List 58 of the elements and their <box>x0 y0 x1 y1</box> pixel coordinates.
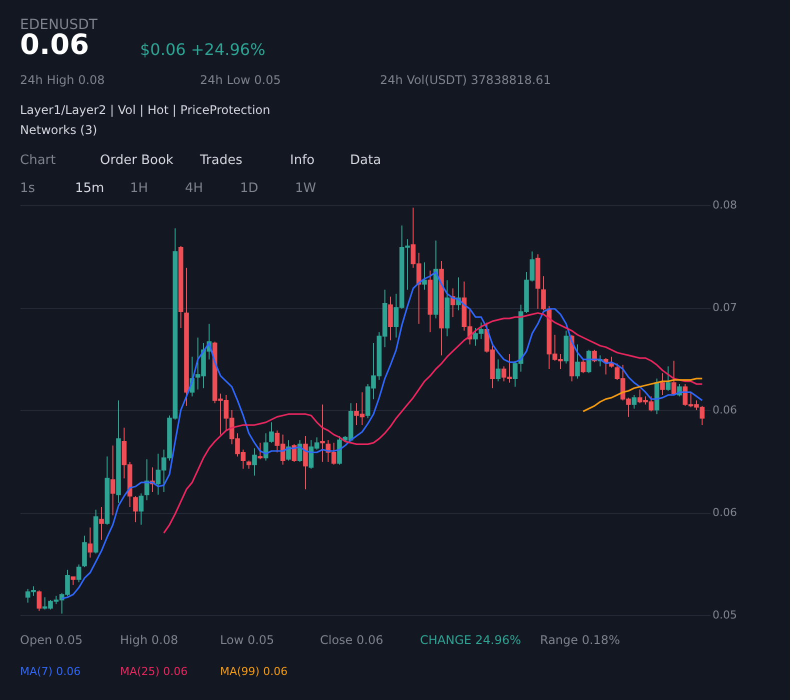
candlestick <box>337 435 342 466</box>
text: Info <box>290 153 315 168</box>
text: 1D <box>240 181 258 196</box>
text: Order Book <box>100 153 174 168</box>
candlestick <box>82 535 87 568</box>
text: 24h Vol(USDT) 37838818.61 <box>380 73 551 87</box>
text: 24h Low 0.05 <box>200 73 281 87</box>
text: Trades <box>199 153 243 168</box>
candlestick <box>632 394 637 410</box>
candlestick <box>88 527 93 558</box>
text: MA(25) 0.06 <box>120 665 188 678</box>
candlestick <box>609 356 614 368</box>
candlestick <box>36 590 42 612</box>
text: Networks (3) <box>20 123 98 137</box>
candlestick <box>320 404 325 462</box>
candlestick <box>496 358 501 382</box>
candlestick <box>422 262 427 290</box>
y-tick-label: 0.06 <box>712 506 737 519</box>
text: Low 0.05 <box>220 633 274 647</box>
candlestick <box>303 435 308 490</box>
candlestick <box>138 492 144 526</box>
text: MA(99) 0.06 <box>220 665 288 678</box>
text: 1H <box>130 181 148 196</box>
y-tick-label: 0.08 <box>712 198 737 212</box>
y-tick-label: 0.07 <box>712 301 737 314</box>
candlestick <box>666 366 671 392</box>
text: CHANGE 24.96% <box>420 633 522 647</box>
candlestick <box>671 360 676 396</box>
text: 15m <box>75 181 104 196</box>
candlestick <box>286 440 291 462</box>
candlestick <box>252 448 257 476</box>
candlestick <box>76 564 82 583</box>
text: 24h High 0.08 <box>20 73 105 87</box>
text: Open 0.05 <box>20 633 83 647</box>
candlestick <box>388 296 393 341</box>
y-tick-label: 0.05 <box>712 608 737 622</box>
text: High 0.08 <box>120 633 178 647</box>
text: 1s <box>20 181 36 196</box>
text: Data <box>350 153 382 168</box>
candlestick <box>660 372 665 396</box>
candlestick <box>133 496 138 523</box>
text: Chart <box>20 153 56 168</box>
candlestick <box>269 422 274 444</box>
candlestick <box>110 445 116 516</box>
line-series <box>163 312 703 534</box>
text: Close 0.06 <box>320 633 384 647</box>
text: 1W <box>295 181 316 196</box>
text: Range 0.18% <box>540 633 620 647</box>
candlestick <box>580 358 586 374</box>
text: Layer1/Layer2 | Vol | Hot | PriceProtection <box>20 103 270 117</box>
text: 4H <box>185 181 204 196</box>
text: MA(7) 0.06 <box>20 665 81 678</box>
candlestick <box>258 442 263 460</box>
y-tick-label: 0.06 <box>712 404 737 416</box>
candlestick <box>99 506 104 540</box>
candlestick <box>575 344 580 380</box>
line-series <box>582 378 703 412</box>
text: $0.06 +24.96% <box>140 40 266 59</box>
